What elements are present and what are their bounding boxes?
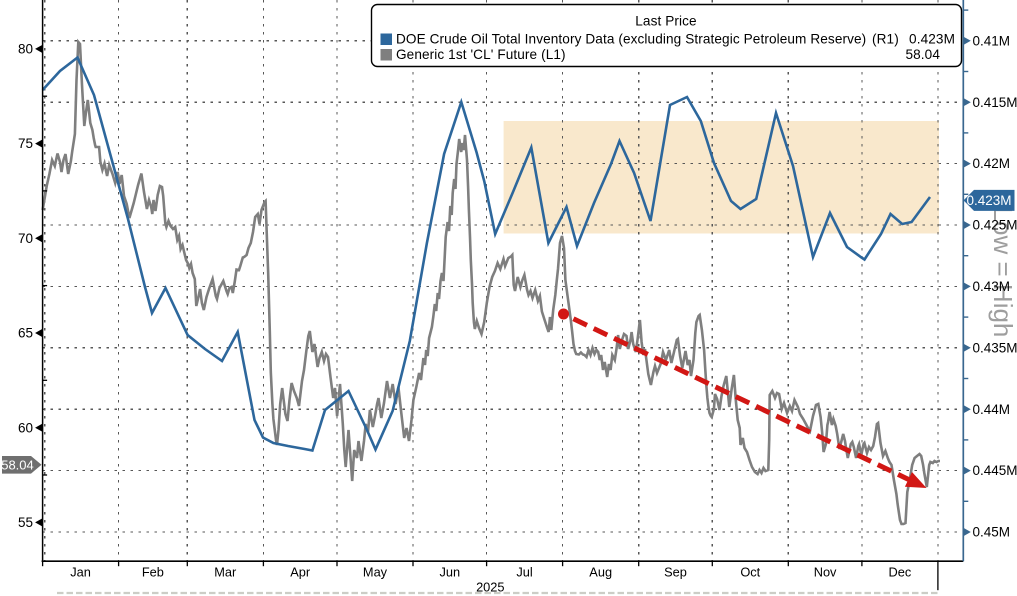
svg-text:0.445M: 0.445M xyxy=(973,463,1017,478)
svg-text:0.41M: 0.41M xyxy=(973,33,1011,48)
svg-text:58.04: 58.04 xyxy=(905,47,940,62)
svg-text:DOE Crude Oil Total Inventory: DOE Crude Oil Total Inventory Data (excl… xyxy=(396,32,866,47)
svg-text:60: 60 xyxy=(18,420,33,435)
svg-text:Feb: Feb xyxy=(142,565,164,580)
svg-text:58.04: 58.04 xyxy=(1,458,34,473)
svg-text:80: 80 xyxy=(18,42,33,57)
svg-text:May: May xyxy=(363,565,388,580)
svg-text:Nov: Nov xyxy=(814,565,837,580)
svg-text:0.44M: 0.44M xyxy=(973,402,1011,417)
svg-text:Jul: Jul xyxy=(516,565,532,580)
svg-text:Oct: Oct xyxy=(740,565,760,580)
svg-text:Apr: Apr xyxy=(290,565,311,580)
svg-text:0.42M: 0.42M xyxy=(973,156,1011,171)
svg-text:Dec: Dec xyxy=(889,565,912,580)
svg-text:65: 65 xyxy=(18,326,33,341)
svg-text:Jun: Jun xyxy=(439,565,460,580)
svg-text:0.423M: 0.423M xyxy=(966,193,1011,208)
svg-text:Sep: Sep xyxy=(664,565,687,580)
svg-text:0.43M: 0.43M xyxy=(973,279,1011,294)
svg-text:0.45M: 0.45M xyxy=(973,525,1011,540)
svg-text:Jan: Jan xyxy=(70,565,91,580)
svg-text:Last Price: Last Price xyxy=(635,14,696,29)
svg-text:Aug: Aug xyxy=(589,565,612,580)
svg-text:0.423M: 0.423M xyxy=(909,32,955,47)
svg-text:0.415M: 0.415M xyxy=(973,95,1017,110)
svg-text:75: 75 xyxy=(18,136,33,151)
svg-text:55: 55 xyxy=(18,515,33,530)
svg-text:2025: 2025 xyxy=(476,580,504,595)
svg-text:70: 70 xyxy=(18,231,33,246)
svg-text:Low = High: Low = High xyxy=(988,207,1017,338)
svg-text:0.435M: 0.435M xyxy=(973,340,1017,355)
svg-text:Mar: Mar xyxy=(214,565,237,580)
svg-text:0.425M: 0.425M xyxy=(973,218,1017,233)
svg-text:Generic 1st 'CL' Future (L1): Generic 1st 'CL' Future (L1) xyxy=(396,47,566,62)
svg-text:(R1): (R1) xyxy=(872,32,899,47)
